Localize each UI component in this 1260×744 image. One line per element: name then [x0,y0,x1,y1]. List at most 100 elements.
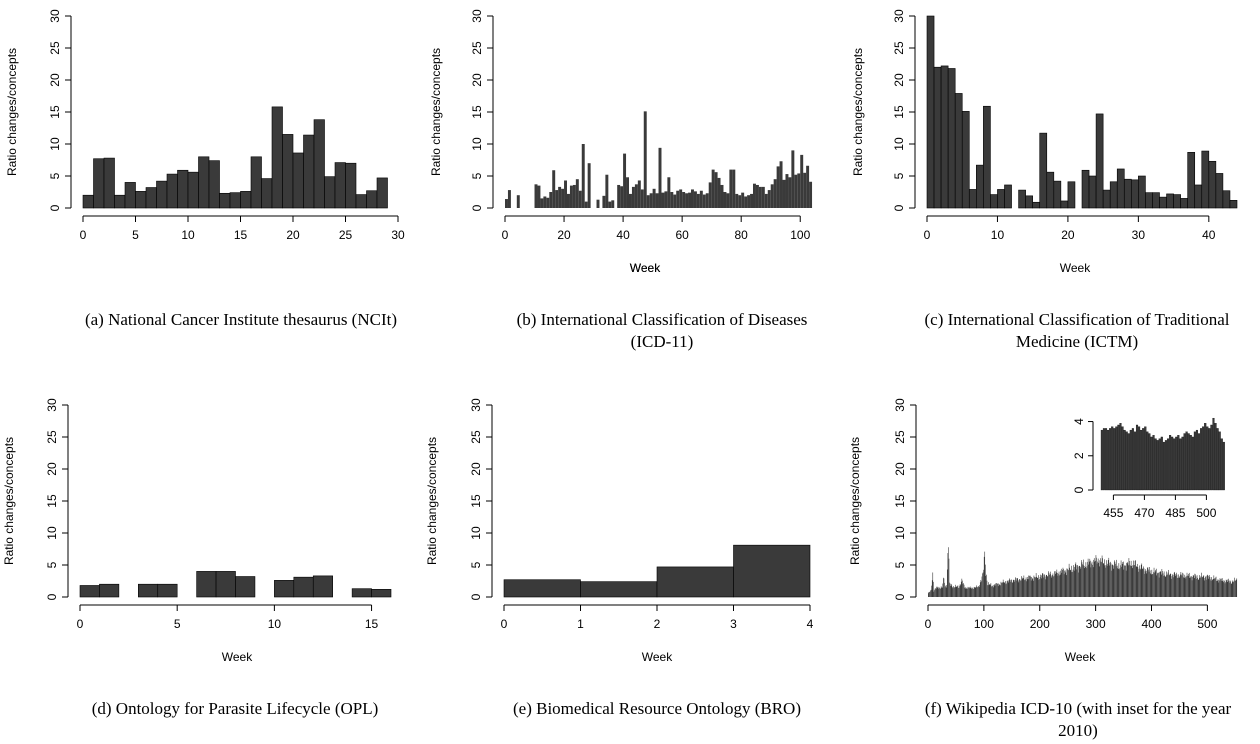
inset-bar [1111,426,1114,491]
inset-bar [1166,438,1170,491]
bar [723,192,727,208]
bar [972,587,973,597]
bar [959,585,960,597]
inset-bar [1175,436,1178,491]
inset-bar [1117,424,1120,491]
bar [1175,576,1177,597]
bar [1158,577,1160,597]
bar [503,579,581,598]
bar [965,587,967,597]
bar [1107,560,1109,597]
panel-caption: (d) Ontology for Parasite Lifecycle (OPL… [92,699,379,718]
bar [1187,152,1196,209]
bar [1102,563,1104,597]
bar [1185,578,1187,597]
bar [1215,173,1224,209]
bar [1058,571,1060,597]
y-tick-label: 0 [469,593,483,600]
bar [640,189,644,208]
bar [1006,583,1007,597]
bar [1030,576,1031,597]
bar [1010,581,1011,597]
bar [1201,577,1203,597]
y-tick-label: 30 [48,9,62,23]
bar [1068,563,1070,597]
y-tick-label: 0 [45,593,59,600]
bar [124,182,136,209]
y-tick-label: 15 [892,105,906,119]
bar [1222,190,1231,209]
bar [376,177,388,209]
bar [1064,570,1066,597]
bar [1062,570,1063,597]
bar [1034,577,1036,597]
bar [935,588,936,597]
x-tick-label: 20 [1061,228,1075,242]
panel-caption: (e) Biomedical Resource Ontology (BRO) [513,699,801,718]
bar [1015,578,1017,597]
bar [564,180,567,208]
bar [1195,576,1197,597]
bar [794,174,798,208]
bar [351,588,372,598]
bar [1098,566,1100,597]
bar [1167,574,1168,597]
bar [1111,570,1112,597]
bar [157,583,178,598]
bar [1215,577,1216,597]
bar [1064,570,1065,597]
inset-bar [1113,428,1116,491]
bar [1147,567,1149,597]
inset-x-tick-label: 485 [1165,506,1185,520]
chart-panel-0: 0 5 10 15 20 25 30 0 5 10 15 20 25 30 Week Ratio change… [5,9,661,329]
bar [1176,574,1178,597]
bar [943,578,945,597]
bar [1091,563,1092,597]
inset-bar [1144,426,1147,491]
bar [770,184,774,208]
bar [1083,559,1084,597]
bar [1192,575,1194,597]
inset-bar [1148,433,1151,491]
bar [1040,578,1042,597]
bar [986,574,987,597]
bar [1150,573,1151,597]
bar [933,581,934,597]
bar [1116,565,1118,597]
bar [951,585,953,597]
bar [1026,579,1028,597]
bar [955,586,957,597]
bar [371,589,392,598]
bar [1082,565,1084,597]
bar [1044,574,1045,597]
x-tick-label: 15 [365,617,379,631]
bar [1056,569,1058,597]
panel-caption-line1: (b) International Classification of Dise… [517,310,808,329]
bar [1015,577,1016,597]
y-tick-label: 25 [470,41,484,55]
bar [1131,568,1133,597]
bar [631,186,635,208]
bar [1136,566,1138,597]
bar [602,195,606,208]
bar [1114,560,1115,597]
bar [1009,578,1010,597]
bar [987,585,988,597]
bar [673,194,677,208]
bar [1165,576,1167,597]
bar [1081,169,1090,209]
bar [1221,578,1222,597]
bar [942,583,944,597]
y-tick-label: 0 [892,204,906,211]
y-tick-label: 10 [48,137,62,151]
inset-bar [1164,440,1167,491]
bar [1172,574,1174,597]
bar [1159,572,1160,597]
bar [1209,577,1211,597]
bar [1096,557,1097,597]
bar [670,192,674,208]
bar [1147,567,1148,597]
y-tick-label: 20 [45,462,59,476]
bar [1157,572,1159,597]
bar [944,582,945,597]
